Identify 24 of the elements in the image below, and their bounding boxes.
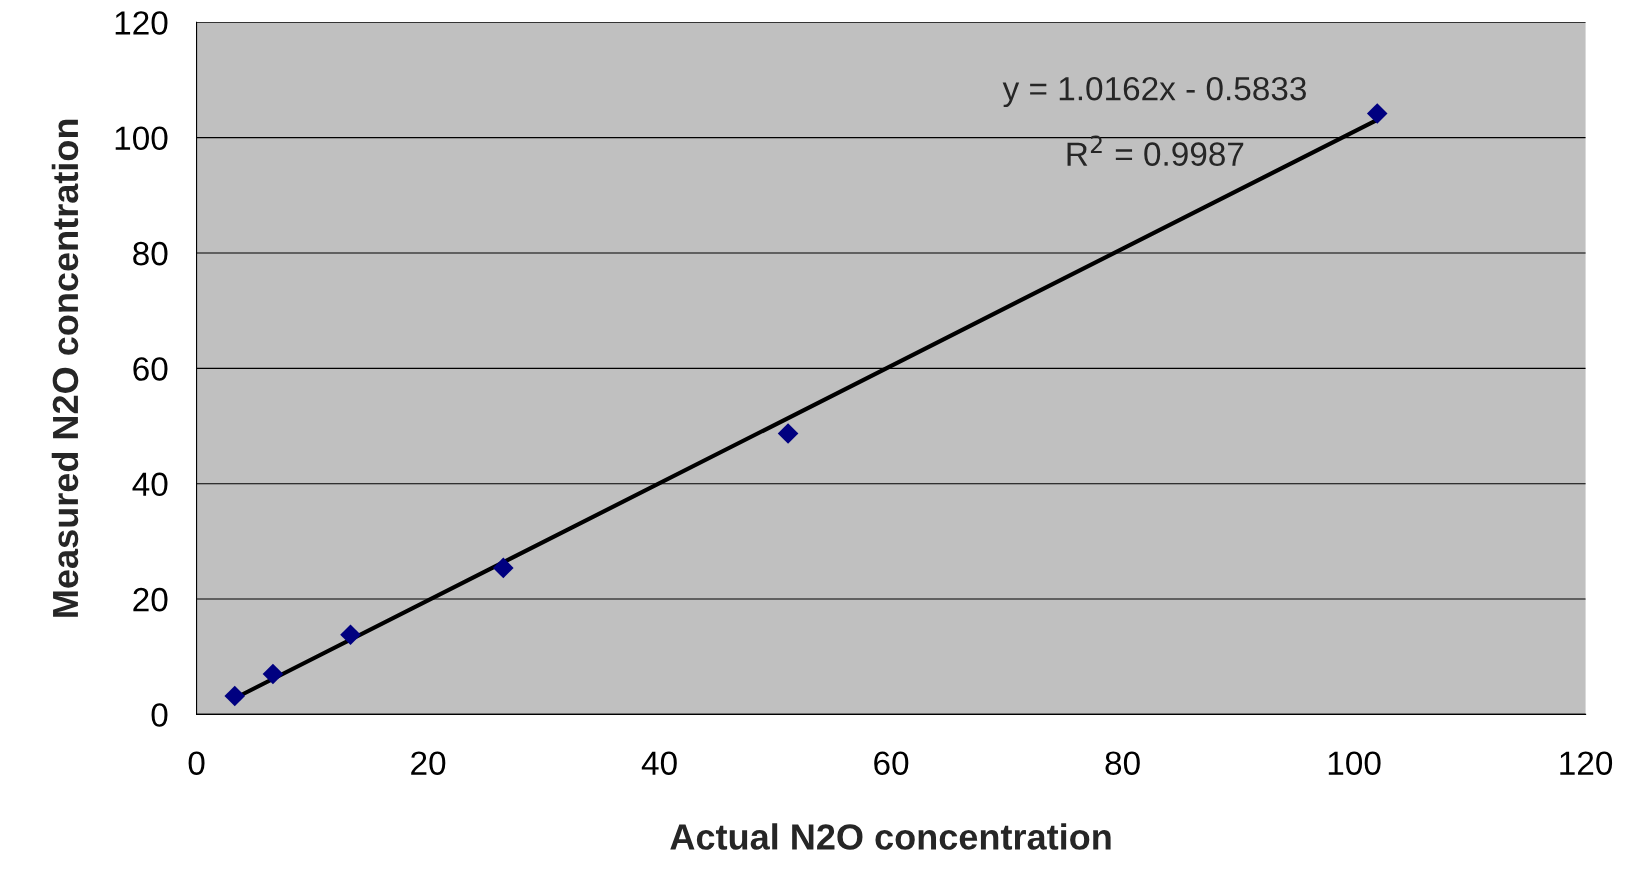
x-tick-label: 100 <box>1328 751 1381 775</box>
y-tick-label: 100 <box>115 126 168 151</box>
point <box>224 685 246 707</box>
x-tick-label: 80 <box>1105 751 1140 775</box>
point <box>340 624 361 646</box>
annotation: R$^{2}$ = 0.9987 <box>1067 135 1244 166</box>
y-axis-title: Measured N2O concentration <box>51 119 79 617</box>
point <box>777 423 799 444</box>
x-tick-label: 20 <box>411 751 446 775</box>
x-tick-label: 0 <box>188 751 205 775</box>
y-tick-label: 40 <box>132 472 168 497</box>
point <box>1366 103 1388 124</box>
x-tick-label: 120 <box>1560 751 1613 775</box>
y-tick-label: 20 <box>133 587 168 612</box>
y-tick-label: 60 <box>133 357 168 381</box>
x-tick-label: 40 <box>641 751 677 775</box>
y-tick-label: 0 <box>151 703 168 727</box>
point <box>262 663 284 685</box>
annotation: y = 1.0162x - 0.5833 <box>1002 76 1306 108</box>
y-tick-label: 80 <box>133 241 168 266</box>
x-axis-title: Actual N2O concentration <box>670 823 1111 850</box>
point <box>493 557 514 579</box>
y-tick-label: 120 <box>115 11 168 35</box>
x-tick-label: 60 <box>874 751 909 775</box>
